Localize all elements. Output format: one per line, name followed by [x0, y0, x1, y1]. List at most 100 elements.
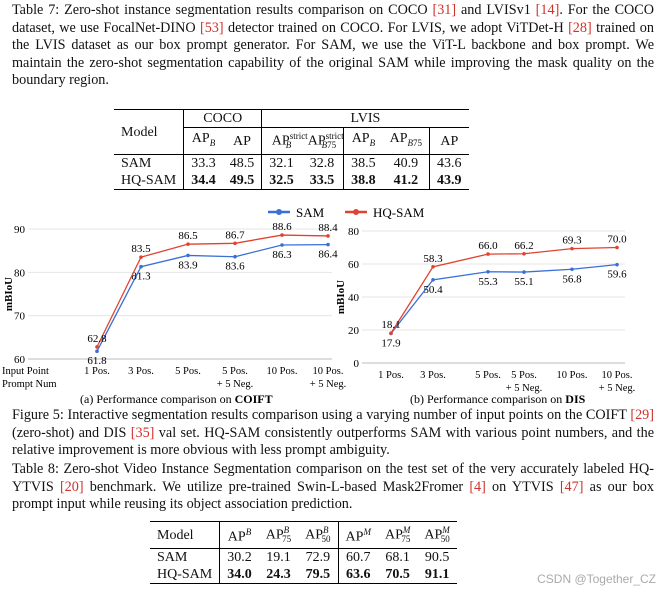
value-cell: 43.6 [429, 154, 469, 173]
x-tick-label: 10 Pos. [602, 370, 633, 381]
data-label: 59.6 [607, 269, 627, 281]
model-cell: SAM [150, 548, 220, 567]
value-cell: 79.5 [305, 567, 331, 583]
caption-text: as our box prompt input while reusing it… [12, 478, 654, 513]
x-tick-label: 1 Pos. [84, 366, 110, 377]
col-header: APstrictB75 [307, 131, 344, 151]
data-point [280, 233, 284, 237]
y-tick-label: 70 [14, 311, 26, 323]
data-point [326, 234, 330, 238]
value-cell: 70.5 [385, 567, 410, 583]
data-label: 61.8 [87, 355, 107, 367]
x-tick-label: + 5 Neg. [506, 383, 543, 394]
data-point [570, 267, 574, 272]
value-cell: 43.9 [429, 172, 469, 190]
data-label: 88.6 [272, 221, 292, 233]
citation[interactable]: [29] [630, 407, 654, 423]
data-point [326, 242, 330, 247]
legend-marker [353, 209, 359, 215]
value-cell: 24.3 [266, 567, 291, 583]
data-point [389, 331, 393, 335]
value-cell: 30.2 [219, 548, 259, 567]
data-label: 86.5 [178, 230, 198, 242]
data-point [95, 349, 99, 353]
col-header: APB75 [389, 131, 423, 149]
y-tick-label: 60 [348, 259, 360, 271]
lvis-header: LVIS [261, 109, 469, 128]
col-header: APstrictB [261, 127, 308, 155]
value-cell: 68.1 [377, 548, 418, 567]
x-tick-label: 5 Pos. [222, 366, 248, 377]
data-point [280, 243, 284, 247]
x-tick-label: + 5 Neg. [599, 383, 636, 394]
model-header: Model [121, 124, 158, 140]
value-cell: 40.9 [382, 154, 430, 173]
series-line-hq-sam [390, 246, 618, 334]
data-label: 55.3 [478, 276, 498, 288]
y-tick-label: 20 [348, 325, 360, 337]
y-tick-label: 60 [14, 354, 26, 366]
data-point [486, 252, 490, 256]
data-point [615, 262, 619, 267]
value-cell: 34.0 [219, 566, 259, 584]
data-label: 86.4 [318, 249, 338, 261]
data-label: 70.0 [607, 234, 627, 246]
data-label: 86.3 [272, 249, 292, 261]
caption-text: benchmark. We utilize pre-trained Swin-L… [83, 478, 470, 495]
citation[interactable]: [14] [535, 2, 560, 18]
citation[interactable]: [47] [559, 478, 584, 495]
col-header: APB50 [305, 525, 331, 545]
x-axis-title: Input Point [2, 366, 49, 377]
value-cell: 32.8 [300, 154, 344, 173]
figure5: SAM HQ-SAM 60 70 80 90 mBIoU Input Point Prompt … [2, 205, 636, 406]
data-label: 69.3 [562, 235, 582, 247]
value-cell: 38.5 [343, 154, 383, 173]
data-label: 81.3 [131, 271, 151, 283]
data-label: 86.7 [225, 229, 245, 241]
data-point [233, 241, 237, 246]
citation[interactable]: [28] [568, 19, 592, 36]
coco-header: COCO [183, 109, 262, 128]
table7-caption: Table 7: Zero-shot instance segmentation… [12, 2, 654, 90]
citation[interactable]: [20] [59, 478, 84, 495]
subfigure-caption: (a) Performance comparison on COIFT [80, 392, 273, 406]
caption-text: val set. HQ-SAM consistently outperforms… [12, 424, 654, 459]
caption-text: detector trained on COCO. For LVIS, we a… [223, 19, 569, 36]
col-header: APB [219, 521, 259, 549]
table-row: HQ-SAM 34.4 49.5 32.5 33.5 38.8 41.2 43.9 [114, 172, 469, 190]
legend-label: SAM [296, 205, 325, 220]
x-tick-label: 10 Pos. [557, 370, 588, 381]
figure5-caption: Figure 5: Interactive segmentation resul… [12, 407, 654, 460]
citation[interactable]: [31] [432, 2, 457, 18]
data-label: 17.9 [381, 337, 401, 349]
y-tick-label: 40 [348, 292, 360, 304]
data-point [139, 255, 143, 259]
model-cell: SAM [114, 154, 184, 173]
data-label: 83.5 [131, 243, 151, 255]
x-tick-label: 5 Pos. [511, 370, 537, 381]
caption-text: (zero-shot) and DIS [12, 424, 131, 441]
citation[interactable]: [35] [130, 424, 155, 441]
series-line-hq-sam [96, 234, 329, 348]
model-cell: HQ-SAM [121, 173, 177, 189]
value-cell: 33.3 [183, 154, 223, 173]
table-row: HQ-SAM 34.0 24.3 79.5 63.6 70.5 91.1 [150, 566, 457, 584]
value-cell: 49.5 [229, 173, 255, 189]
citation[interactable]: [53] [199, 19, 224, 36]
value-cell: 63.6 [337, 566, 378, 584]
value-cell: 72.9 [298, 548, 339, 567]
citation[interactable]: [4] [469, 478, 486, 495]
caption-text: trained on the LVIS dataset as our box p… [12, 19, 654, 89]
col-header: APM75 [384, 525, 411, 545]
caption-text: and LVISv1 [456, 2, 536, 18]
col-header: APM50 [424, 525, 450, 545]
x-tick-label: 10 Pos. [313, 366, 344, 377]
y-tick-label: 90 [14, 224, 26, 236]
value-cell: 41.2 [393, 173, 419, 189]
table7: Model COCO LVIS APB AP APstrictB APstrict… [114, 109, 469, 190]
caption-text: Table 7: Zero-shot instance segmentation… [12, 2, 433, 18]
col-header: AP [429, 127, 469, 155]
x-tick-label: 10 Pos. [267, 366, 298, 377]
data-point [95, 345, 99, 349]
col-header: APB75 [265, 525, 292, 545]
